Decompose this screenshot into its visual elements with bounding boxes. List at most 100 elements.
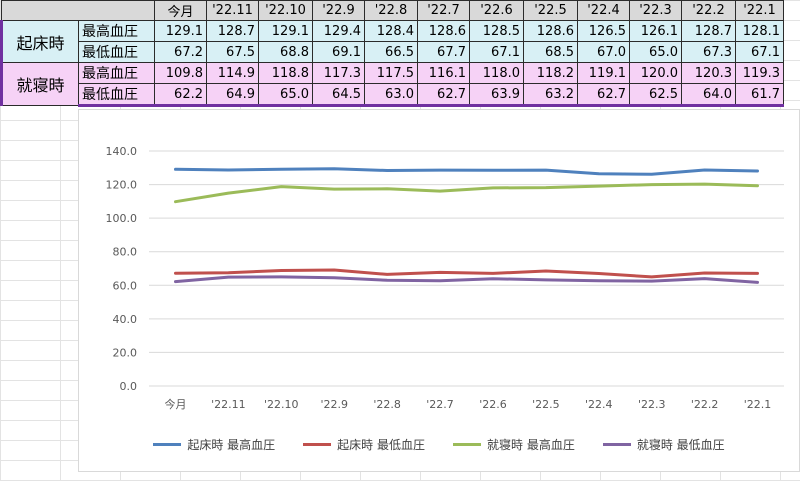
table-cell: 119.1: [577, 62, 630, 84]
legend-label: 起床時 最低血圧: [337, 438, 425, 452]
row-label: 最高血圧: [78, 20, 155, 42]
table-cell: 118.8: [258, 62, 313, 84]
header-cell: '22.7: [417, 0, 470, 21]
header-cell: '22.5: [523, 0, 578, 21]
table-cell: 63.9: [469, 83, 524, 107]
table-row: 最低血圧 67.2 67.5 68.8 69.1 66.5 67.7 67.1 …: [2, 41, 784, 63]
table-cell: 64.0: [681, 83, 736, 107]
blood-pressure-table: 今月 '22.11 '22.10 '22.9 '22.8 '22.7 '22.6…: [0, 0, 784, 107]
x-tick-label: '22.9: [320, 398, 348, 411]
table-cell: 128.1: [735, 20, 784, 42]
header-cell: '22.2: [681, 0, 736, 21]
table-cell: 118.2: [523, 62, 578, 84]
table-cell: 120.3: [681, 62, 736, 84]
table-cell: 62.7: [577, 83, 630, 107]
legend-label: 起床時 最高血圧: [187, 438, 276, 452]
table-cell: 62.2: [154, 83, 207, 107]
header-cell: '22.6: [469, 0, 524, 21]
legend-label: 就寝時 最低血圧: [636, 438, 725, 452]
header-cell: 今月: [154, 0, 207, 21]
table-cell: 119.3: [735, 62, 784, 84]
x-tick-label: '22.10: [264, 398, 299, 411]
y-tick-label: 40.0: [113, 313, 138, 326]
header-cell: '22.10: [258, 0, 313, 21]
row-label: 最低血圧: [78, 83, 155, 107]
table-cell: 126.1: [629, 20, 682, 42]
y-tick-label: 120.0: [106, 179, 138, 192]
table-cell: 67.0: [577, 41, 630, 63]
table-cell: 67.7: [417, 41, 470, 63]
table-cell: 64.9: [206, 83, 259, 107]
table-cell: 129.4: [312, 20, 365, 42]
series-line: [174, 275, 759, 284]
table-cell: 67.2: [154, 41, 207, 63]
table-cell: 114.9: [206, 62, 259, 84]
series-line: [174, 167, 759, 176]
header-cell: '22.3: [629, 0, 682, 21]
x-tick-label: '22.2: [691, 398, 719, 411]
table-cell: 68.8: [258, 41, 313, 63]
table-row: 就寝時 最高血圧 109.8 114.9 118.8 117.3 117.5 1…: [0, 62, 784, 106]
header-cell: '22.9: [312, 0, 365, 21]
legend-swatch: [303, 443, 332, 446]
table-cell: 69.1: [312, 41, 365, 63]
legend-item: 起床時 最高血圧: [153, 436, 275, 453]
table-cell: 65.0: [629, 41, 682, 63]
row-label: 最低血圧: [78, 41, 155, 63]
table-cell: 128.4: [364, 20, 418, 42]
x-tick-label: '22.3: [638, 398, 666, 411]
table-cell: 67.1: [469, 41, 524, 63]
table-cell: 62.5: [629, 83, 682, 107]
legend-swatch: [453, 443, 481, 446]
legend-item: 就寝時 最高血圧: [453, 436, 575, 453]
table-row: 起床時 最高血圧 129.1 128.7 129.1 129.4 128.4 1…: [0, 20, 784, 63]
table-cell: 128.6: [417, 20, 470, 42]
header-cell: '22.11: [206, 0, 259, 21]
y-tick-label: 140.0: [106, 145, 138, 158]
table-cell: 67.1: [735, 41, 784, 63]
table-cell: 65.0: [258, 83, 313, 107]
table-cell: 128.6: [523, 20, 578, 42]
y-tick-label: 20.0: [113, 346, 138, 359]
table-cell: 116.1: [417, 62, 470, 84]
legend-label: 就寝時 最高血圧: [487, 438, 575, 452]
table-cell: 67.3: [681, 41, 736, 63]
table-cell: 61.7: [735, 83, 784, 107]
y-tick-label: 100.0: [106, 212, 138, 225]
table-cell: 66.5: [364, 41, 418, 63]
table-cell: 117.3: [312, 62, 365, 84]
chart-legend: 起床時 最高血圧 起床時 最低血圧 就寝時 最高血圧 就寝時 最低血圧: [79, 436, 799, 453]
table-cell: 129.1: [258, 20, 313, 42]
table-cell: 129.1: [154, 20, 207, 42]
table-cell: 128.7: [206, 20, 259, 42]
line-chart: 0.0 20.0 40.0 60.0 80.0 100.0 120.0 140.0 今月 '22.…: [106, 145, 784, 411]
row-label: 最高血圧: [78, 62, 155, 84]
x-tick-label: '22.1: [744, 398, 772, 411]
legend-swatch: [153, 443, 182, 446]
x-tick-label: '22.6: [479, 398, 507, 411]
legend-item: 起床時 最低血圧: [303, 436, 425, 453]
legend-item: 就寝時 最低血圧: [602, 436, 725, 453]
y-tick-label: 80.0: [113, 246, 138, 259]
x-tick-label: '22.8: [373, 398, 401, 411]
chart-area[interactable]: 0.0 20.0 40.0 60.0 80.0 100.0 120.0 140.0 今月 '22.…: [78, 109, 800, 472]
header-cell: '22.4: [577, 0, 630, 21]
legend-swatch: [602, 443, 631, 446]
table-cell: 62.7: [417, 83, 470, 107]
table-cell: 63.2: [523, 83, 578, 107]
x-tick-label: '22.5: [532, 398, 560, 411]
table-cell: 68.5: [523, 41, 578, 63]
header-cell: '22.1: [735, 0, 784, 21]
table-cell: 126.5: [577, 20, 630, 42]
table-cell: 64.5: [312, 83, 365, 107]
series-line: [174, 182, 759, 204]
table-header-row: 今月 '22.11 '22.10 '22.9 '22.8 '22.7 '22.6…: [1, 0, 784, 21]
y-tick-label: 0.0: [120, 380, 138, 393]
table-cell: 63.0: [364, 83, 418, 107]
header-cell: '22.8: [364, 0, 418, 21]
series-line: [174, 268, 759, 279]
x-tick-label: '22.4: [585, 398, 613, 411]
table-cell: 117.5: [364, 62, 418, 84]
table-cell: 120.0: [629, 62, 682, 84]
table-cell: 118.0: [469, 62, 524, 84]
